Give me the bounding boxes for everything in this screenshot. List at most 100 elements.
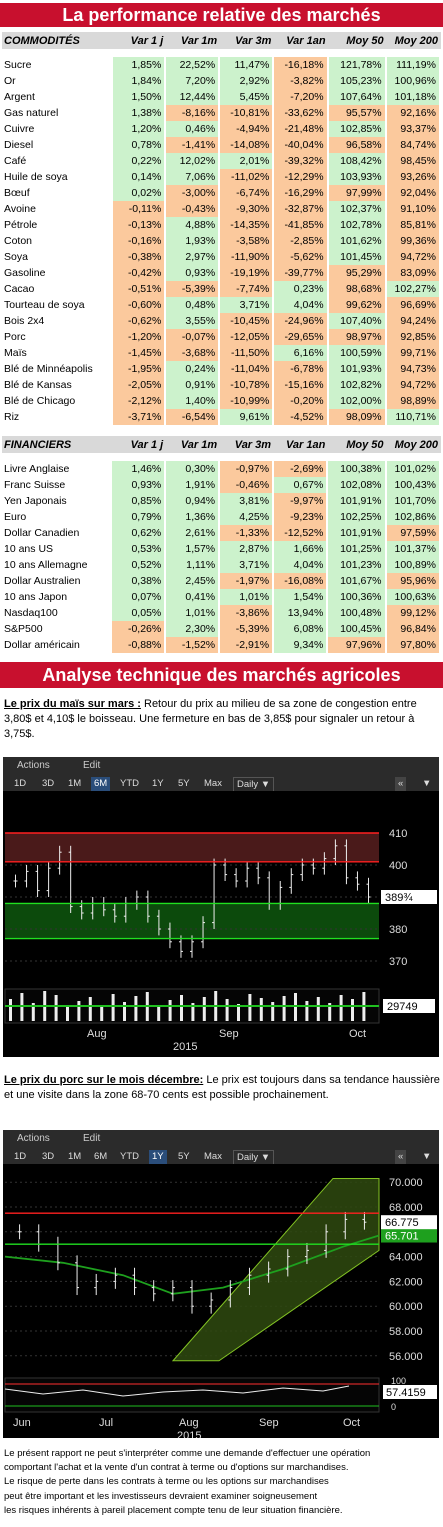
period-button-1d[interactable]: 1D [14, 778, 27, 789]
collapse-icon[interactable]: ▼ [422, 778, 432, 789]
period-button-max[interactable]: Max [204, 1151, 222, 1162]
volume-bar [248, 994, 252, 1021]
cell-value: 0,38% [112, 573, 167, 589]
table-row: Sucre 1,85% 22,52% 11,47% -16,18% 121,78% 111,… [2, 57, 441, 73]
period-button-3d[interactable]: 3D [42, 1151, 55, 1162]
cell-value: 0,78% [112, 137, 167, 153]
edit-menu[interactable]: Edit [83, 760, 101, 771]
table-row: Pétrole -0,13% 4,88% -14,35% -41,85% 102,78% 8… [2, 217, 441, 233]
period-button-3d[interactable]: 3D [42, 778, 55, 789]
period-button-ytd[interactable]: YTD [120, 778, 139, 789]
table-row: Gasoline -0,42% 0,93% -19,19% -39,77% 95,29% 8… [2, 265, 441, 281]
x-tick-label: Aug [179, 1417, 199, 1429]
cell-value: -0,11% [112, 201, 167, 217]
cell-value: 12,02% [166, 153, 221, 169]
cell-value: 1,57% [166, 541, 221, 557]
price-zone [5, 833, 379, 862]
edit-menu[interactable]: Edit [83, 1133, 101, 1144]
cell-value: -5,62% [274, 249, 329, 265]
cell-value: -0,88% [112, 637, 167, 653]
row-label: Diesel [2, 137, 113, 153]
period-button-5y[interactable]: 5Y [178, 778, 190, 789]
period-button-1m[interactable]: 1M [68, 1151, 82, 1162]
volume-bar [351, 999, 354, 1021]
cell-value: -3,82% [274, 73, 329, 89]
period-button-6m[interactable]: 6M [91, 777, 111, 791]
cell-value: 1,50% [112, 89, 167, 105]
nav-back-icon[interactable]: « [395, 1150, 407, 1164]
cell-value: -41,85% [274, 217, 329, 233]
table-row: Bois 2x4 -0,62% 3,55% -10,45% -24,96% 107,40%… [2, 313, 441, 329]
cell-value: -39,32% [274, 153, 329, 169]
cell-value: -3,71% [112, 409, 167, 425]
volume-bar [54, 995, 58, 1021]
cell-value: 96,58% [328, 137, 387, 153]
row-label: Livre Anglaise [2, 461, 113, 477]
cell-value: 3,71% [220, 557, 275, 573]
cell-value: 110,71% [386, 409, 441, 425]
cell-value: 95,29% [328, 265, 387, 281]
row-label: Or [2, 73, 113, 89]
cell-value: -29,65% [274, 329, 329, 345]
cell-value: 0,14% [112, 169, 167, 185]
cell-value: 0,79% [112, 509, 167, 525]
cell-value: 102,37% [328, 201, 387, 217]
cell-value: -1,41% [166, 137, 221, 153]
cell-value: -0,13% [112, 217, 167, 233]
table-row: Porc -1,20% -0,07% -12,05% -29,65% 98,97% 92,8… [2, 329, 441, 345]
actions-menu[interactable]: Actions [17, 760, 50, 771]
cell-value: 94,72% [386, 377, 441, 393]
cell-value: 1,20% [112, 121, 167, 137]
cell-value: 3,81% [220, 493, 275, 509]
cell-value: -10,45% [220, 313, 275, 329]
cell-value: 1,40% [166, 393, 221, 409]
disclaimer-line: Le risque de perte dans les contrats à t… [4, 1476, 329, 1488]
actions-menu[interactable]: Actions [17, 1133, 50, 1144]
period-button-6m[interactable]: 6M [94, 1151, 108, 1162]
cell-value: 105,23% [328, 73, 387, 89]
year-label: 2015 [173, 1041, 197, 1053]
cell-value: 1,11% [166, 557, 221, 573]
volume-bar [339, 995, 343, 1021]
period-button-1y[interactable]: 1Y [152, 778, 164, 789]
cell-value: 97,99% [328, 185, 387, 201]
period-button-1d[interactable]: 1D [14, 1151, 27, 1162]
cell-value: 3,71% [220, 297, 275, 313]
cell-value: 99,62% [328, 297, 387, 313]
period-button-1m[interactable]: 1M [68, 778, 82, 789]
row-label: Riz [2, 409, 113, 425]
period-button-5y[interactable]: 5Y [178, 1151, 190, 1162]
period-button-1y[interactable]: 1Y [149, 1150, 167, 1164]
cell-value: -0,16% [112, 233, 167, 249]
last-price-tag [381, 890, 437, 904]
cell-value: 92,85% [386, 329, 441, 345]
table-row: Yen Japonais 0,85% 0,94% 3,81% -9,97% 101,91%… [2, 493, 441, 509]
trend-channel [171, 1177, 380, 1362]
corn-heading: Le prix du maïs sur mars : [4, 698, 141, 710]
row-label: Avoine [2, 201, 113, 217]
cell-value: -14,08% [220, 137, 275, 153]
row-label: S&P500 [2, 621, 113, 637]
table-row: Riz -3,71% -6,54% 9,61% -4,52% 98,09% 110,71% [2, 409, 441, 425]
y-tick-label: 70.000 [389, 1177, 423, 1189]
section-title: Analyse technique des marchés agricoles [0, 662, 443, 688]
nav-back-icon[interactable]: « [395, 777, 407, 791]
collapse-icon[interactable]: ▼ [422, 1151, 432, 1162]
cell-value: -24,96% [274, 313, 329, 329]
cell-value: 100,45% [328, 621, 387, 637]
cell-value: 0,94% [166, 493, 221, 509]
period-button-ytd[interactable]: YTD [120, 1151, 139, 1162]
cell-value: 0,67% [274, 477, 329, 493]
row-label: Cacao [2, 281, 113, 297]
cell-value: -40,04% [274, 137, 329, 153]
cell-value: -16,29% [274, 185, 329, 201]
cell-value: 1,84% [112, 73, 167, 89]
volume-bar [123, 1002, 126, 1021]
pork-plot: 56.00058.00060.00062.00064.00066.00068.0… [3, 1164, 439, 1438]
period-button-max[interactable]: Max [204, 778, 222, 789]
cell-value: -0,62% [112, 313, 167, 329]
row-label: Huile de soya [2, 169, 113, 185]
cell-value: 0,93% [112, 477, 167, 493]
volume-bar [237, 1004, 240, 1021]
cell-value: 84,74% [386, 137, 441, 153]
